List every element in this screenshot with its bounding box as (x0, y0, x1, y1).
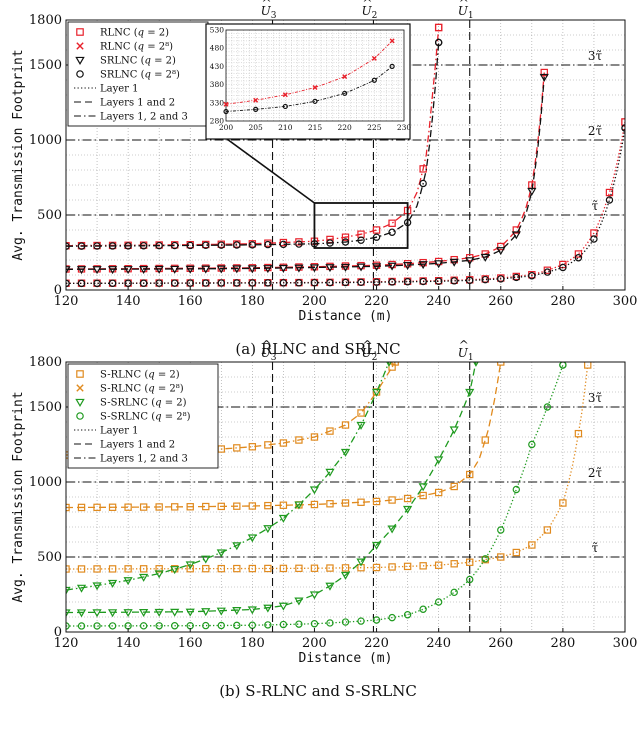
y-tick-label: 1000 (29, 475, 62, 490)
threshold-label: 3τ̃ (588, 391, 603, 405)
inset-x-tick-label: 220 (338, 123, 353, 132)
legend-label: Layers 1, 2 and 3 (100, 454, 188, 465)
data-point (420, 606, 426, 612)
threshold-label: τ̃ (592, 199, 599, 213)
legend-label: S-SRLNC (q = 2) (100, 398, 187, 409)
inset: 200 205 210 215 220 225 230280330380430480530 (206, 24, 411, 248)
x-tick-label: 240 (426, 636, 451, 651)
legend-label: S-SRLNC (q = 2⁸) (100, 412, 191, 423)
x-tick-label: 160 (178, 636, 203, 651)
x-tick-label: 240 (426, 294, 451, 309)
inset-x-tick-label: 230 (397, 123, 412, 132)
caption: (b) S-RLNC and S-SRLNC (219, 682, 417, 700)
data-point (451, 589, 457, 595)
x-tick-label: 180 (240, 636, 265, 651)
inset-y-tick-label: 330 (210, 98, 225, 107)
legend-label: Layer 1 (100, 84, 139, 95)
x-axis-label: Distance (m) (299, 651, 393, 666)
chart-panel-a: τ̃2τ̃3τ̃U3^U2^U1^120 140 160 180 200 220 240 26… (11, 0, 637, 358)
inset-y-tick-label: 480 (210, 44, 225, 53)
data-point (585, 362, 591, 368)
x-tick-label: 260 (488, 636, 513, 651)
x-tick-label: 300 (613, 294, 637, 309)
x-tick-label: 220 (364, 294, 389, 309)
legend-label: SRLNC (q = 2⁸) (100, 70, 180, 81)
data-point (389, 220, 395, 226)
x-tick-label: 200 (302, 636, 327, 651)
y-tick-label: 1500 (29, 58, 62, 73)
legend-label: Layers 1 and 2 (100, 98, 175, 109)
inset-x-tick-label: 225 (367, 123, 382, 132)
inset-x-tick-label: 210 (278, 123, 293, 132)
legend: S-RLNC (q = 2) S-RLNC (q = 2⁸) S-SRLNC (q … (68, 364, 218, 468)
x-tick-label: 160 (178, 294, 203, 309)
threshold-label: 2τ̃ (588, 124, 603, 138)
y-tick-label: 1500 (29, 400, 62, 415)
data-point (575, 255, 581, 261)
data-point (451, 427, 458, 433)
legend-label: S-RLNC (q = 2⁸) (100, 384, 184, 395)
legend-label: RLNC (q = 2) (100, 28, 169, 39)
data-point (513, 486, 519, 492)
x-axis-label: Distance (m) (299, 309, 393, 324)
legend-label: Layers 1 and 2 (100, 440, 175, 451)
x-tick-label: 280 (550, 636, 575, 651)
inset-y-tick-label: 280 (210, 117, 225, 126)
inset-y-tick-label: 430 (210, 62, 225, 71)
data-point (389, 229, 395, 235)
y-tick-label: 0 (54, 625, 62, 640)
inset-frame (206, 24, 410, 139)
x-tick-label: 180 (240, 294, 265, 309)
threshold-label: 2τ̃ (588, 466, 603, 480)
y-tick-label: 0 (54, 283, 62, 298)
inset-x-tick-label: 215 (308, 123, 323, 132)
y-axis-label: Avg. Transmission Footprint (11, 391, 26, 602)
x-tick-label: 260 (488, 294, 513, 309)
x-tick-label: 300 (613, 636, 637, 651)
y-tick-label: 1000 (29, 133, 62, 148)
zoom-source-box (314, 203, 407, 248)
inset-y-tick-label: 530 (210, 26, 225, 35)
data-point (249, 607, 256, 613)
inset-x-tick-label: 205 (249, 123, 264, 132)
x-tick-label: 220 (364, 636, 389, 651)
inset-y-tick-label: 380 (210, 80, 225, 89)
hat-accent: ^ (261, 0, 271, 10)
data-point (311, 487, 318, 493)
threshold-label: τ̃ (592, 541, 599, 555)
hat-accent: ^ (459, 0, 469, 10)
legend-label: S-RLNC (q = 2) (100, 370, 180, 381)
legend-label: Layer 1 (100, 426, 139, 437)
legend-label: RLNC (q = 2⁸) (100, 42, 173, 53)
hat-accent: ^ (362, 338, 372, 352)
y-tick-label: 500 (37, 208, 62, 223)
y-tick-label: 1800 (29, 13, 62, 28)
zoom-connector (216, 131, 314, 203)
threshold-label: 3τ̃ (588, 49, 603, 63)
y-axis-label: Avg. Transmission Footprint (11, 49, 26, 260)
x-tick-label: 140 (116, 294, 141, 309)
data-point (435, 457, 442, 463)
hat-accent: ^ (362, 0, 372, 10)
x-tick-label: 280 (550, 294, 575, 309)
hat-accent: ^ (459, 338, 469, 352)
legend-label: SRLNC (q = 2) (100, 56, 176, 67)
x-tick-label: 200 (302, 294, 327, 309)
hat-accent: ^ (261, 338, 271, 352)
y-tick-label: 1800 (29, 355, 62, 370)
data-point (264, 526, 271, 532)
legend: RLNC (q = 2) RLNC (q = 2⁸) SRLNC (q = 2) SR… (68, 22, 208, 126)
y-tick-label: 500 (37, 550, 62, 565)
chart-panel-b: τ̃2τ̃3τ̃U3^U2^U1^120 140 160 180 200 220 240 26… (11, 338, 637, 700)
x-tick-label: 140 (116, 636, 141, 651)
legend-label: Layers 1, 2 and 3 (100, 112, 188, 123)
